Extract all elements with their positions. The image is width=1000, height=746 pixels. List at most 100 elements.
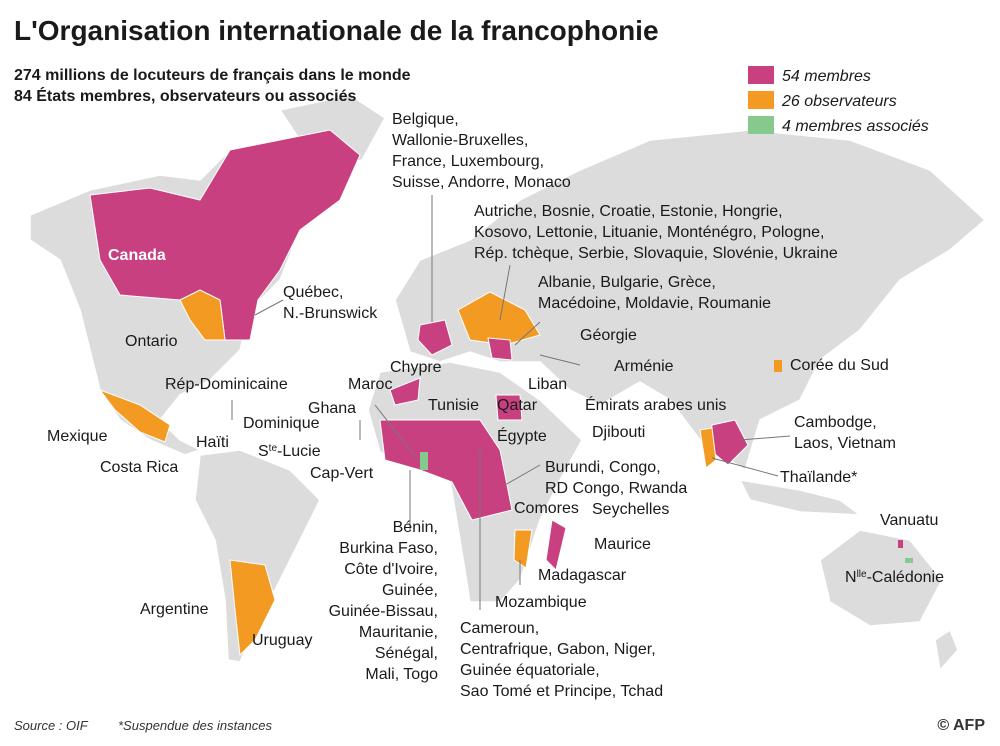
label-line: Wallonie-Bruxelles, — [392, 132, 528, 149]
source: Source : OIF — [14, 718, 89, 733]
place-label: Uruguay — [252, 632, 312, 649]
label-line: Qatar — [497, 397, 538, 414]
east-europe-area — [457, 291, 541, 346]
place-label: Bénin, Burkina Faso, Côte d'Ivoire, Guinée,… — [329, 519, 438, 683]
legend-label: 54 membres — [782, 68, 871, 85]
label-line: Guinée-Bissau, — [329, 603, 438, 620]
new-caledonia-area — [905, 558, 913, 563]
indonesia — [738, 479, 863, 516]
label-line: Bénin, — [393, 519, 438, 536]
eurasia — [394, 129, 987, 472]
place-label: Albanie, Bulgarie, Grèce, Macédoine, Mold… — [538, 274, 771, 312]
label-line: Uruguay — [252, 632, 312, 649]
label-part: N — [845, 569, 857, 586]
label-line: Vanuatu — [880, 512, 938, 529]
australia — [819, 529, 943, 627]
label-line: Laos, Vietnam — [794, 435, 896, 452]
label-part: -Calédonie — [867, 569, 944, 586]
label-line: Ontario — [125, 333, 178, 350]
label-line: Arménie — [614, 358, 674, 375]
ontario-area — [179, 289, 226, 341]
africa-members-area — [379, 419, 513, 521]
label-line: Thaïlande* — [780, 469, 857, 486]
place-label: Madagascar — [538, 567, 627, 584]
label-line: Argentine — [140, 601, 209, 618]
place-label: Seychelles — [592, 501, 669, 518]
vanuatu-area — [898, 540, 903, 548]
label-line: Mexique — [47, 428, 108, 445]
label-line: Guinée, — [382, 582, 438, 599]
label-line: Djibouti — [592, 424, 645, 441]
legend-swatch — [748, 66, 774, 84]
place-label: Argentine — [140, 601, 209, 618]
label-line: Liban — [528, 376, 567, 393]
place-label: Belgique, Wallonie-Bruxelles, France, Luxe… — [392, 111, 571, 191]
label-line: Kosovo, Lettonie, Lituanie, Monténégro, … — [474, 224, 824, 241]
label-line: Géorgie — [580, 327, 637, 344]
place-label: Qatar — [497, 397, 538, 414]
label-line: Macédoine, Moldavie, Roumanie — [538, 295, 771, 312]
label-part: te — [269, 443, 278, 454]
korea-area — [774, 360, 782, 372]
france-area — [417, 319, 453, 356]
label-line: Burundi, Congo, — [545, 459, 661, 476]
place-label: Émirats arabes unis — [585, 395, 726, 414]
legend-label: 26 observateurs — [781, 93, 897, 110]
leader-line — [539, 354, 581, 366]
label-line: Seychelles — [592, 501, 669, 518]
label-line: Ghana — [308, 400, 356, 417]
label-line: Cambodge, — [794, 414, 877, 431]
label-line: Haïti — [196, 434, 229, 451]
leader-line — [711, 457, 779, 477]
place-label: Mozambique — [495, 594, 587, 611]
place-label: Ste-Lucie — [258, 443, 321, 461]
morocco-area — [389, 377, 421, 406]
place-label: Corée du Sud — [790, 357, 889, 374]
leader-line — [254, 299, 284, 316]
place-label: Haïti — [196, 434, 229, 451]
legend: 54 membres 26 observateurs 4 membres assoc… — [748, 66, 929, 135]
label-line: Mozambique — [495, 594, 587, 611]
subtitle: 84 États membres, observateurs ou associ… — [14, 86, 356, 105]
label-line: Belgique, — [392, 111, 459, 128]
label-line: France, Luxembourg, — [392, 153, 544, 170]
place-label: Égypte — [497, 426, 547, 445]
place-label: Maroc — [348, 376, 392, 393]
label-line: Canada — [108, 247, 166, 264]
place-label: Djibouti — [592, 424, 645, 441]
mozambique-area — [513, 529, 533, 569]
place-label: Rép-Dominicaine — [165, 376, 288, 393]
label-line: Dominique — [243, 415, 320, 432]
label-line: Corée du Sud — [790, 357, 889, 374]
label-line: N.-Brunswick — [283, 305, 378, 322]
label-line: Maurice — [594, 536, 651, 553]
place-label: Ghana — [308, 400, 356, 417]
place-label: Burundi, Congo, RD Congo, Rwanda — [545, 459, 687, 497]
labels: Belgique, Wallonie-Bruxelles, France, Luxe… — [47, 111, 944, 700]
label-line: Québec, — [283, 284, 343, 301]
label-line: Maroc — [348, 376, 392, 393]
legend-swatch — [748, 91, 774, 109]
label-line: Sao Tomé et Principe, Tchad — [460, 683, 663, 700]
place-label: Vanuatu — [880, 512, 938, 529]
madagascar-area — [545, 519, 567, 571]
place-label: Liban — [528, 376, 567, 393]
place-label: Comores — [514, 500, 579, 517]
place-label: Québec, N.-Brunswick — [283, 284, 378, 322]
leader-line — [374, 404, 419, 461]
label-line: RD Congo, Rwanda — [545, 480, 687, 497]
ghana-area — [420, 452, 428, 470]
label-line: Mauritanie, — [359, 624, 438, 641]
place-label: Arménie — [614, 358, 674, 375]
label-line: Costa Rica — [100, 459, 178, 476]
legend-swatch — [748, 116, 774, 134]
place-label: Maurice — [594, 536, 651, 553]
label-line: Cap-Vert — [310, 465, 374, 482]
place-label: Costa Rica — [100, 459, 178, 476]
label-line: Côte d'Ivoire, — [344, 561, 438, 578]
leader-line — [514, 321, 541, 346]
label-line: Tunisie — [428, 397, 479, 414]
leader-line — [499, 264, 511, 321]
label-line: Cameroun, — [460, 620, 539, 637]
